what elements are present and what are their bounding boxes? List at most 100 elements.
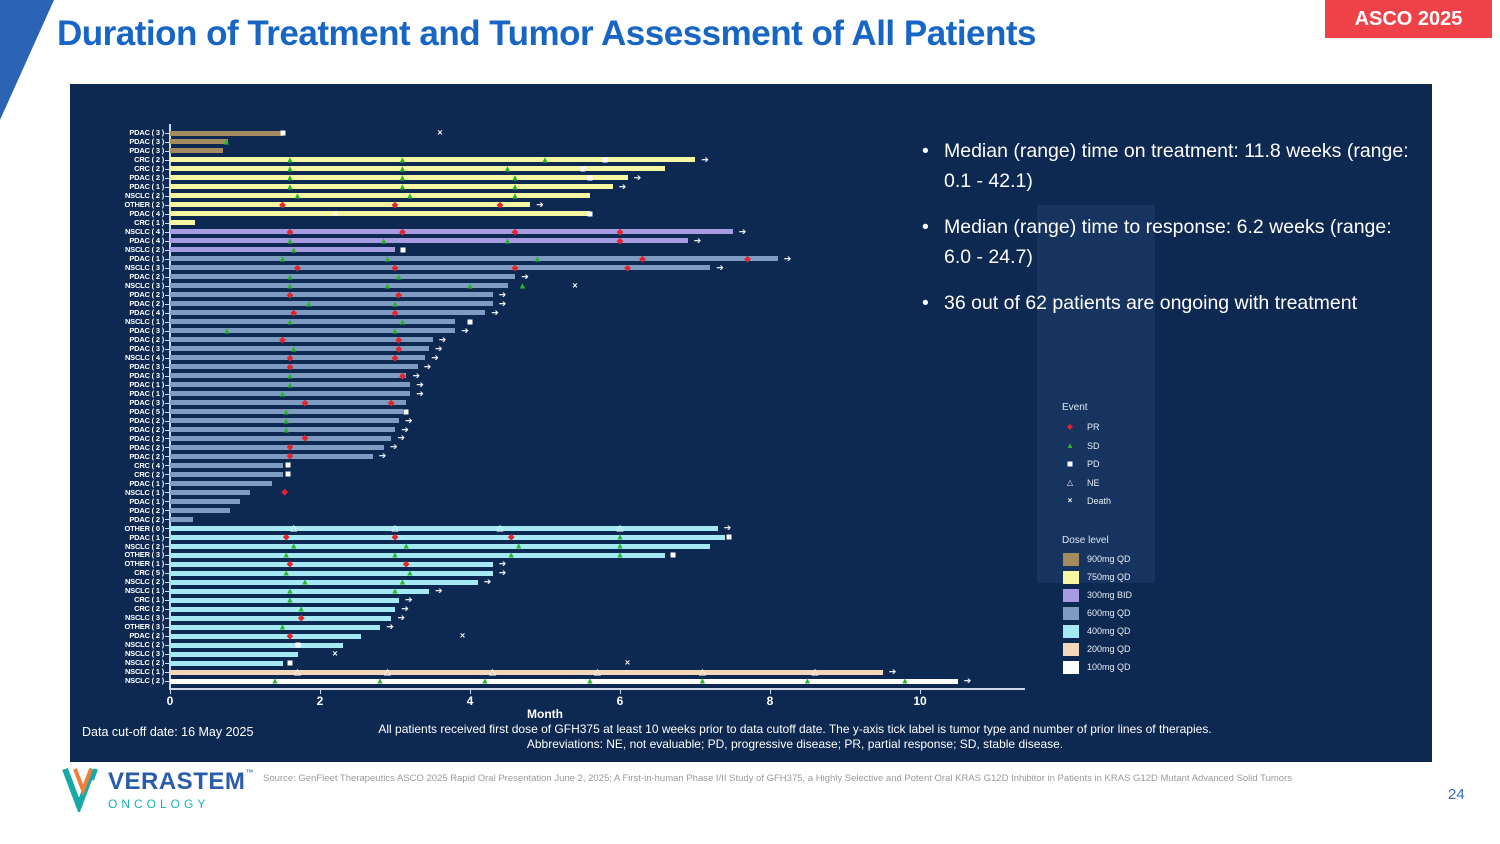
y-tick: [165, 492, 169, 494]
sd-marker: ▲: [285, 316, 295, 327]
swimmer-bar: [170, 606, 395, 612]
swimmer-bar: [170, 427, 395, 432]
swimmer-bar: [170, 175, 628, 181]
ongoing-arrow-icon: ➔: [438, 334, 447, 345]
dose-swatch: [1063, 625, 1079, 638]
y-tick: [165, 213, 169, 215]
sd-marker: ▲: [390, 325, 400, 336]
ne-marker: △: [811, 666, 819, 677]
row-label: NSCLC ( 1 ): [124, 487, 164, 497]
key-findings-list: Median (range) time on treatment: 11.8 w…: [918, 136, 1423, 334]
y-tick: [165, 582, 169, 584]
swimmer-bar: [170, 211, 590, 217]
ongoing-arrow-icon: ➔: [701, 154, 709, 165]
ongoing-arrow-icon: ➔: [401, 603, 409, 614]
swimmer-bar: [170, 669, 883, 675]
legend-event-label: PR: [1087, 422, 1100, 432]
sd-marker: ▲: [281, 567, 291, 578]
y-tick: [165, 366, 169, 368]
x-tick: [170, 688, 171, 694]
pr-marker: ◆: [511, 262, 519, 273]
y-tick: [165, 186, 169, 188]
y-tick: [165, 384, 169, 386]
sd-marker: ▲: [698, 675, 707, 686]
y-tick: [165, 555, 169, 557]
sd-marker: ▲: [585, 675, 595, 686]
y-tick: [165, 645, 169, 647]
row-label: PDAC ( 1 ): [129, 532, 164, 542]
y-tick: [165, 285, 169, 287]
y-tick: [165, 483, 169, 485]
sd-marker: ▲: [480, 675, 490, 686]
row-label: CRC ( 2 ): [134, 164, 164, 174]
swimmer-bar: [170, 624, 380, 630]
ne-marker: △: [594, 666, 601, 677]
chart-panel: Month PDAC ( 3 ) × PDAC ( 3 ) ▲ PDAC ( 3 ) CR…: [70, 84, 1432, 762]
death-marker: ×: [332, 648, 338, 659]
swimmer-bar: [170, 130, 283, 136]
legend-event-label: NE: [1087, 477, 1100, 488]
x-tick-label: 0: [166, 694, 174, 708]
pr-marker: ◆: [616, 226, 624, 237]
y-tick: [165, 672, 169, 674]
row-label: PDAC ( 2 ): [129, 173, 164, 183]
swimmer-bar: [170, 184, 613, 190]
logo-wordmark: VERASTEM: [108, 768, 246, 795]
sd-marker: ▲: [398, 576, 407, 587]
ne-marker: △: [384, 666, 391, 677]
pr-marker: ◆: [395, 343, 403, 354]
swimmer-bar: [170, 337, 433, 343]
death-marker: ×: [624, 657, 631, 668]
verastem-logo-icon: [62, 766, 104, 817]
ongoing-arrow-icon: ➔: [723, 522, 732, 533]
swimmer-bar: [170, 552, 665, 558]
row-label: NSCLC ( 2 ): [124, 245, 164, 254]
row-label: PDAC ( 3 ): [129, 361, 164, 371]
y-axis-line: [169, 124, 171, 689]
bullet-item: Median (range) time to response: 6.2 wee…: [918, 212, 1423, 272]
swimmer-bar: [170, 265, 710, 271]
logo-subtitle: ONCOLOGY: [108, 797, 210, 811]
ongoing-arrow-icon: ➔: [738, 226, 747, 237]
row-label: OTHER ( 2 ): [124, 200, 165, 210]
sd-marker: ▲: [514, 540, 524, 551]
sd-marker: ▲: [540, 154, 550, 165]
sd-marker: ▲: [296, 603, 306, 614]
row-label: CRC ( 2 ): [134, 469, 164, 479]
y-tick: [165, 267, 169, 269]
ne-marker: △: [699, 666, 706, 677]
sd-marker: ▲: [270, 675, 280, 686]
row-label: PDAC ( 2 ): [129, 442, 164, 452]
x-tick-label: 6: [616, 694, 624, 708]
swimmer-bar: [170, 220, 195, 226]
swimmer-bar: [170, 561, 493, 567]
ongoing-arrow-icon: ➔: [423, 361, 432, 372]
dose-swatch: [1063, 643, 1079, 656]
swimmer-bar: [170, 462, 283, 468]
swimmer-bar: [170, 597, 399, 603]
dose-swatch: [1063, 589, 1079, 602]
sd-marker: ▲: [281, 424, 291, 434]
row-label: CRC ( 4 ): [134, 460, 164, 470]
pr-marker: ◆: [399, 226, 406, 237]
row-label: PDAC ( 4 ): [129, 236, 164, 246]
verastem-logo-text: VERASTEM™ ONCOLOGY: [108, 768, 253, 811]
asco-2025-badge: ASCO 2025: [1325, 0, 1492, 38]
y-tick: [165, 375, 169, 377]
sd-marker: ▲: [506, 549, 516, 560]
ongoing-arrow-icon: ➔: [397, 432, 406, 443]
pr-marker: ◆: [286, 441, 294, 452]
ongoing-arrow-icon: ➔: [498, 567, 507, 578]
ongoing-arrow-icon: ➔: [963, 675, 972, 686]
swimmer-bar: [170, 148, 223, 154]
x-tick-label: 2: [316, 694, 324, 708]
y-tick: [165, 429, 169, 431]
ongoing-arrow-icon: ➔: [498, 289, 507, 300]
row-label: PDAC ( 4 ): [129, 209, 164, 219]
legend-event-label: PD: [1087, 459, 1100, 469]
y-tick: [165, 573, 169, 575]
ongoing-arrow-icon: ➔: [498, 298, 507, 309]
swimmer-bar: [170, 202, 530, 208]
swimmer-bar: [170, 525, 718, 531]
y-tick: [165, 231, 169, 233]
